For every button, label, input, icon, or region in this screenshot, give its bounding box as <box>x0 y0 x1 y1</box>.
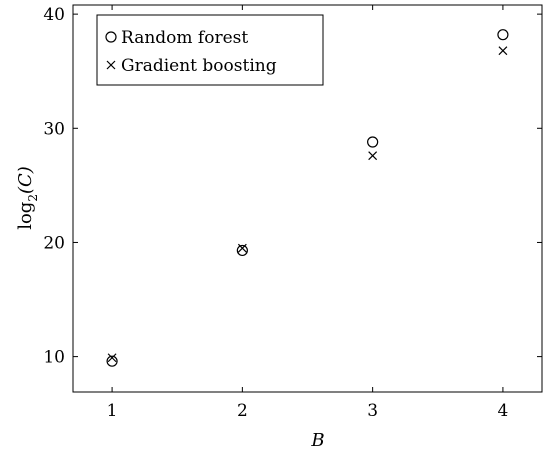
y-axis-title-argument: (C) <box>15 166 36 194</box>
y-axis-title: log2(C) <box>15 166 40 230</box>
legend-label-random-forest: Random forest <box>121 28 248 48</box>
x-tick-label: 3 <box>367 401 378 421</box>
point-random-forest <box>236 244 248 257</box>
x-axis-title: B <box>310 430 324 451</box>
point-gradient-boosting <box>237 243 247 253</box>
axis-ticks <box>73 5 542 392</box>
x-tick-label: 4 <box>498 401 509 421</box>
point-gradient-boosting <box>368 151 378 161</box>
y-tick-label: 40 <box>43 5 65 25</box>
legend-marker-random-forest <box>105 31 117 43</box>
data-marks <box>106 29 509 367</box>
axis-tick-labels: 1 2 3 4 10 20 30 40 <box>43 5 508 421</box>
y-tick-label: 10 <box>43 348 65 368</box>
point-random-forest <box>106 355 118 367</box>
point-gradient-boosting <box>498 46 508 56</box>
legend: Random forest Gradient boosting <box>96 14 324 86</box>
point-random-forest <box>367 136 379 148</box>
point-gradient-boosting <box>107 353 117 363</box>
x-tick-label: 1 <box>107 401 118 421</box>
legend-label-gradient-boosting: Gradient boosting <box>121 56 277 76</box>
y-tick-label: 30 <box>43 119 65 139</box>
point-random-forest <box>497 29 509 41</box>
legend-marker-gradient-boosting <box>106 60 116 70</box>
y-tick-label: 20 <box>43 233 65 253</box>
y-axis-title-base: log <box>15 202 36 230</box>
legend-box <box>96 14 324 86</box>
plot-frame <box>72 4 543 393</box>
x-tick-label: 2 <box>237 401 248 421</box>
y-axis-title-subscript: 2 <box>26 194 40 202</box>
